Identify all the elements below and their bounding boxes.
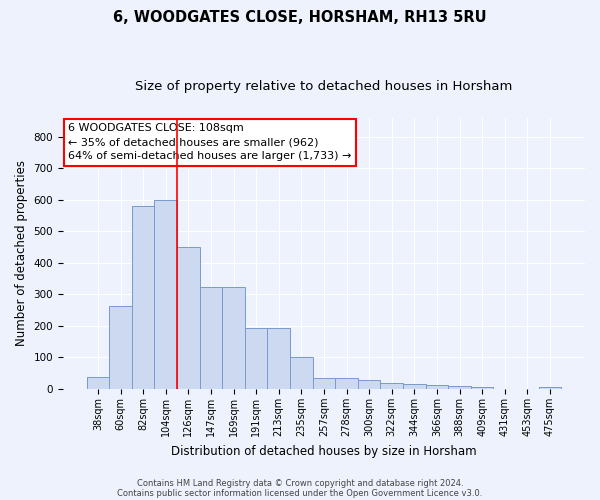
Text: Contains public sector information licensed under the Open Government Licence v3: Contains public sector information licen…	[118, 488, 482, 498]
Bar	[132, 206, 154, 389]
Bar	[177, 247, 200, 389]
Bar	[448, 386, 471, 389]
Bar	[403, 384, 425, 389]
Bar	[154, 200, 177, 389]
Bar	[109, 306, 132, 389]
Bar	[471, 388, 493, 389]
Bar	[539, 387, 561, 389]
Bar	[380, 384, 403, 389]
Bar	[268, 328, 290, 389]
Bar	[222, 286, 245, 389]
Bar	[86, 377, 109, 389]
Bar	[358, 380, 380, 389]
Bar	[200, 286, 222, 389]
Title: Size of property relative to detached houses in Horsham: Size of property relative to detached ho…	[135, 80, 512, 93]
Bar	[290, 358, 313, 389]
Bar	[313, 378, 335, 389]
Y-axis label: Number of detached properties: Number of detached properties	[15, 160, 28, 346]
Bar	[245, 328, 268, 389]
Text: 6, WOODGATES CLOSE, HORSHAM, RH13 5RU: 6, WOODGATES CLOSE, HORSHAM, RH13 5RU	[113, 10, 487, 25]
Text: 6 WOODGATES CLOSE: 108sqm
← 35% of detached houses are smaller (962)
64% of semi: 6 WOODGATES CLOSE: 108sqm ← 35% of detac…	[68, 123, 352, 161]
Bar	[425, 385, 448, 389]
X-axis label: Distribution of detached houses by size in Horsham: Distribution of detached houses by size …	[171, 444, 477, 458]
Text: Contains HM Land Registry data © Crown copyright and database right 2024.: Contains HM Land Registry data © Crown c…	[137, 478, 463, 488]
Bar	[335, 378, 358, 389]
